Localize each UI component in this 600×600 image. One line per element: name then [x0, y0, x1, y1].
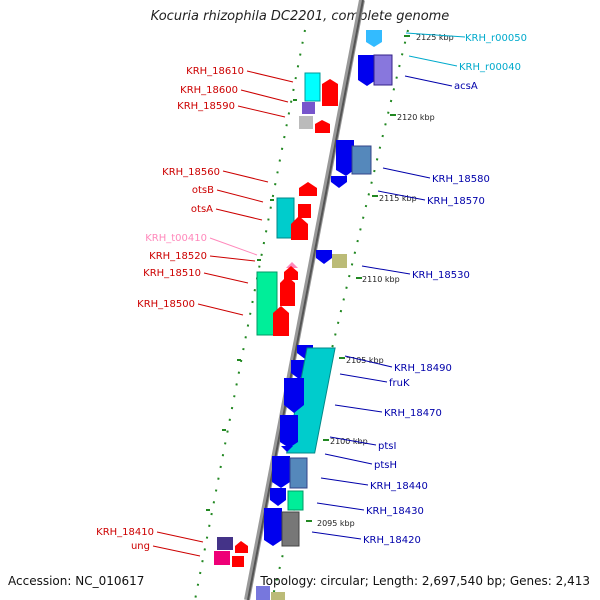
tick-label-2120: 2120 kbp	[397, 113, 435, 122]
label-krh-18530[interactable]: KRH_18530	[412, 270, 470, 281]
gene-otsb[interactable]	[298, 204, 311, 218]
tick-label-2095: 2095 kbp	[317, 519, 355, 528]
gene-krh-18580[interactable]	[336, 140, 354, 176]
gene-krh-18500[interactable]	[273, 306, 289, 336]
rna-leader-lines	[405, 32, 466, 67]
gene-bottom-stub[interactable]	[256, 586, 270, 600]
inner-guide-track	[194, 29, 306, 600]
gene-otsa[interactable]	[291, 216, 308, 240]
trna-leader-line	[209, 237, 258, 256]
label-krh-18520[interactable]: KRH_18520	[149, 251, 207, 262]
map-title: Kocuria rhizophila DC2201, complete geno…	[150, 9, 450, 24]
label-krh-18600[interactable]: KRH_18600	[180, 85, 238, 96]
gene-krh-18510[interactable]	[280, 276, 295, 306]
gene-otsa-cyan[interactable]	[276, 197, 295, 239]
label-fruk[interactable]: fruK	[389, 378, 410, 389]
gene-krh-18420[interactable]	[264, 508, 282, 546]
label-krh-18410[interactable]: KRH_18410	[96, 527, 154, 538]
gene-krh-18430-green[interactable]	[287, 490, 304, 511]
label-krh-18440[interactable]: KRH_18440	[370, 481, 428, 492]
outer-guide-track	[271, 29, 409, 600]
gene-krh-18610[interactable]	[304, 72, 321, 102]
label-krh-r00040[interactable]: KRH_r00040	[459, 62, 521, 73]
gene-krh-18600-arrow[interactable]	[322, 79, 338, 106]
tick-label-2100: 2100 kbp	[330, 437, 368, 446]
topology-text: Topology: circular; Length: 2,697,540 bp…	[260, 574, 590, 588]
gene-krh-18410-arrow[interactable]	[235, 541, 248, 553]
gene-krh-18440-bar[interactable]	[289, 457, 308, 489]
label-krh-18500[interactable]: KRH_18500	[137, 299, 195, 310]
label-ptsh[interactable]: ptsH	[374, 460, 397, 471]
gene-acsa[interactable]	[373, 54, 393, 86]
label-krh-18570[interactable]: KRH_18570	[427, 196, 485, 207]
label-krh-18420[interactable]: KRH_18420	[363, 535, 421, 546]
gene-krh-18440[interactable]	[272, 456, 290, 488]
gene-krh-18510-green[interactable]	[256, 271, 278, 336]
genome-backbone-shadow	[247, 0, 364, 600]
gene-krh-18600[interactable]	[302, 102, 315, 114]
label-krh-18580[interactable]: KRH_18580	[432, 174, 490, 185]
label-ung[interactable]: ung	[131, 541, 150, 552]
gene-krh-18590-arrow[interactable]	[315, 120, 330, 133]
left-leader-lines	[152, 70, 294, 557]
label-ptsi[interactable]: ptsI	[378, 441, 396, 452]
gene-krh-18570-bar[interactable]	[351, 145, 372, 175]
accession-text: Accession: NC_010617	[8, 574, 145, 588]
label-krh-r00050[interactable]: KRH_r00050	[465, 33, 527, 44]
left-labels: KRH_18610 KRH_18600 KRH_18590 KRH_18560 …	[96, 66, 244, 552]
gene-krh-18590[interactable]	[299, 116, 313, 129]
gene-krh-18530-arrow[interactable]	[316, 250, 332, 264]
gene-krh-18420-bar[interactable]	[281, 511, 300, 547]
tick-markers	[306, 35, 410, 522]
label-otsa[interactable]: otsA	[191, 204, 213, 215]
gene-ung[interactable]	[214, 551, 230, 565]
trna-krh-t00410[interactable]	[286, 262, 298, 268]
label-krh-18510[interactable]: KRH_18510	[143, 268, 201, 279]
label-krh-18560[interactable]: KRH_18560	[162, 167, 220, 178]
label-krh-18610[interactable]: KRH_18610	[186, 66, 244, 77]
label-krh-18490[interactable]: KRH_18490	[394, 363, 452, 374]
tick-label-2115: 2115 kbp	[379, 194, 417, 203]
gene-ptsh[interactable]	[281, 446, 293, 452]
gene-krh-18530[interactable]	[332, 254, 347, 268]
right-leader-lines	[311, 75, 453, 540]
gene-krh-18570[interactable]	[331, 176, 347, 188]
plus-strand-features	[256, 30, 393, 600]
gene-krh-18470[interactable]	[284, 378, 304, 413]
gene-bottom-stub-2[interactable]	[271, 592, 285, 600]
gene-krh-r00040[interactable]	[358, 55, 376, 86]
tick-label-2110: 2110 kbp	[362, 275, 400, 284]
label-krh-18430[interactable]: KRH_18430	[366, 506, 424, 517]
gene-krh-18430[interactable]	[270, 488, 286, 506]
label-krh-18470[interactable]: KRH_18470	[384, 408, 442, 419]
gene-krh-18560[interactable]	[299, 182, 317, 196]
label-krh-t00410[interactable]: KRH_t00410	[145, 233, 207, 244]
minus-strand-features	[214, 72, 338, 567]
gene-krh-18410[interactable]	[217, 537, 233, 550]
label-acsa[interactable]: acsA	[454, 81, 478, 92]
gene-ptsi[interactable]	[280, 415, 298, 448]
label-otsb[interactable]: otsB	[192, 185, 214, 196]
gene-ung-arrow[interactable]	[232, 556, 244, 567]
label-krh-18590[interactable]: KRH_18590	[177, 101, 235, 112]
guide-ticks	[206, 99, 297, 511]
right-labels: KRH_r00050 KRH_r00040 acsA KRH_18580 KRH…	[363, 33, 527, 546]
tick-label-2125: 2125 kbp	[416, 33, 454, 42]
rrna-krh-r00050[interactable]	[366, 30, 382, 47]
